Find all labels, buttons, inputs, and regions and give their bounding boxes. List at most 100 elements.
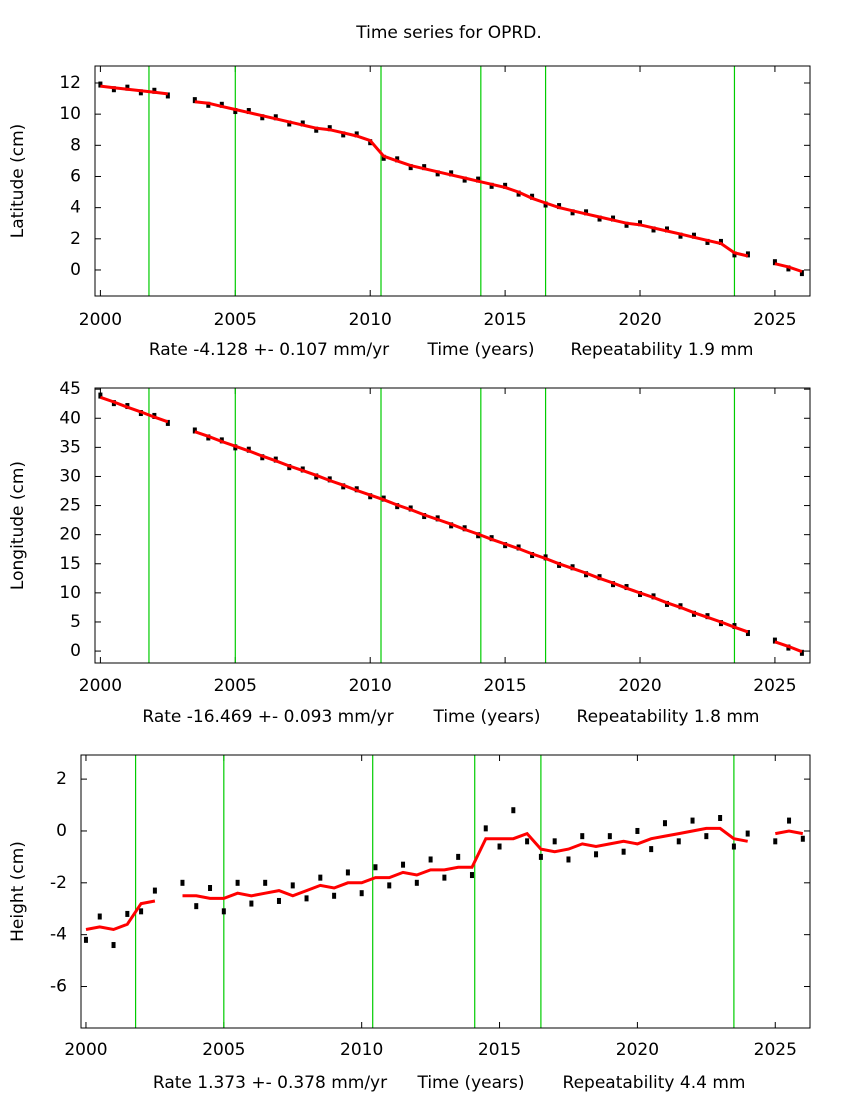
observation <box>621 848 626 855</box>
observation <box>345 869 350 876</box>
observation <box>192 97 197 104</box>
observation <box>676 838 681 845</box>
observation <box>745 630 750 637</box>
observation <box>327 125 332 132</box>
observation <box>165 92 170 99</box>
y-tick-label: 2 <box>70 229 81 249</box>
observation <box>799 649 804 656</box>
observation <box>300 120 305 127</box>
y-tick-label: 10 <box>59 583 81 603</box>
observation <box>649 846 654 853</box>
fit-line <box>85 826 804 932</box>
observation <box>414 879 419 886</box>
observation <box>597 215 602 222</box>
observation <box>718 238 723 245</box>
observation <box>566 856 571 863</box>
x-tick-label: 2025 <box>753 310 796 330</box>
observation <box>497 843 502 850</box>
observation <box>476 176 481 183</box>
observation <box>373 864 378 871</box>
observation <box>152 87 157 94</box>
observation <box>691 232 696 239</box>
observation <box>511 807 516 814</box>
x-tick-label: 2010 <box>349 310 392 330</box>
observation <box>206 101 211 108</box>
y-tick-label: 15 <box>59 554 81 574</box>
y-tick-label: 40 <box>59 408 81 428</box>
y-tick-label: 5 <box>70 612 81 632</box>
y-tick-label: 0 <box>70 260 81 280</box>
x-tick-label: 2020 <box>618 676 661 696</box>
y-tick-label: -4 <box>50 925 67 945</box>
observation <box>799 270 804 277</box>
observation <box>208 885 213 891</box>
observation <box>192 427 197 434</box>
y-tick-label: 4 <box>70 198 81 218</box>
observation <box>745 830 750 837</box>
observation <box>194 903 199 910</box>
observation <box>387 882 392 889</box>
observation <box>483 825 488 832</box>
observation <box>98 392 103 399</box>
plot-frame <box>94 387 811 664</box>
observation <box>732 251 737 258</box>
observation <box>607 833 612 840</box>
y-tick-label: 2 <box>56 769 67 789</box>
observation <box>401 861 406 868</box>
rate-label: Rate -4.128 +- 0.107 mm/yr <box>149 340 389 360</box>
x-tick-label: 2020 <box>618 310 661 330</box>
observation <box>139 908 144 915</box>
observation <box>580 833 585 840</box>
x-tick-label: 2000 <box>64 1040 107 1060</box>
observation <box>341 131 346 138</box>
fit-line <box>100 84 803 273</box>
fit-line <box>99 395 803 654</box>
observation <box>651 226 656 233</box>
observation <box>263 879 268 886</box>
y-axis-label: Longitude (cm) <box>8 461 28 590</box>
observation <box>314 126 319 133</box>
y-axis-label: Latitude (cm) <box>8 124 28 239</box>
y-tick-label: -2 <box>50 873 67 893</box>
observation <box>125 910 130 917</box>
x-tick-label: 2015 <box>483 310 526 330</box>
observation <box>678 232 683 239</box>
y-tick-label: 8 <box>70 135 81 155</box>
y-tick-label: 12 <box>59 73 81 93</box>
x-tick-label: 2025 <box>754 1040 797 1060</box>
observation <box>152 887 157 894</box>
observation <box>422 164 427 171</box>
observation <box>503 182 508 189</box>
y-tick-label: 0 <box>56 821 67 841</box>
observation <box>638 220 643 227</box>
y-tick-label: 0 <box>70 641 81 661</box>
x-tick-label: 2010 <box>349 676 392 696</box>
y-tick-label: -6 <box>50 977 67 997</box>
observation <box>704 833 709 840</box>
x-tick-label: 2015 <box>483 676 526 696</box>
observation <box>246 108 251 115</box>
x-tick-label: 2000 <box>79 676 122 696</box>
observation <box>97 913 102 920</box>
observation <box>98 81 103 88</box>
y-tick-label: 6 <box>70 166 81 186</box>
observation <box>287 120 292 127</box>
observation <box>318 874 323 881</box>
y-axis-label: Height (cm) <box>8 841 28 942</box>
observation <box>111 86 116 93</box>
observation <box>662 820 667 827</box>
observation <box>180 879 185 886</box>
observation <box>624 221 629 228</box>
observation <box>219 101 224 108</box>
y-tick-label: 25 <box>59 496 81 516</box>
observation <box>772 637 777 644</box>
observation <box>525 838 530 845</box>
observation <box>276 897 281 904</box>
x-axis-label: Time (years) <box>426 340 534 360</box>
rate-label: Rate -16.469 +- 0.093 mm/yr <box>142 707 393 727</box>
observation <box>718 815 723 821</box>
observation <box>787 817 792 824</box>
observation <box>594 851 599 858</box>
